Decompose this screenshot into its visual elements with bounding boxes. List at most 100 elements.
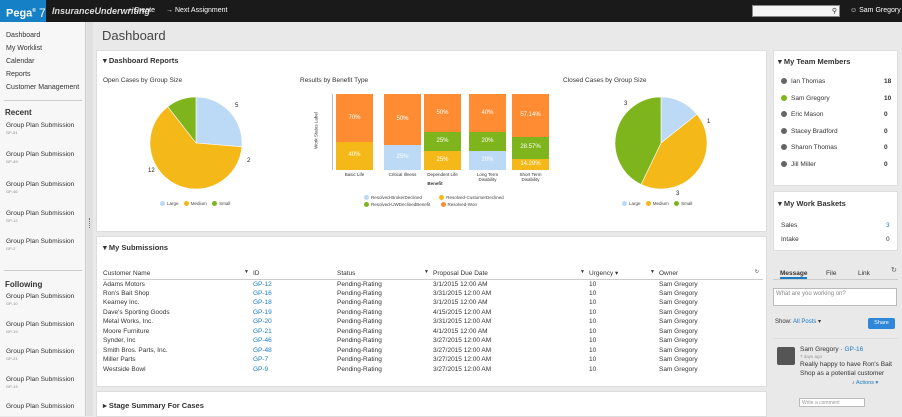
work-baskets-title[interactable]: ▾ My Work Baskets: [778, 199, 846, 208]
show-filter[interactable]: Show: All Posts ▾: [775, 319, 822, 325]
tab-file[interactable]: File: [826, 270, 837, 277]
pie-slice-large[interactable]: [195, 96, 243, 148]
chevron-down-icon[interactable]: ▾: [778, 199, 782, 208]
table-row[interactable]: Moore Furniture GP-21 Pending-Rating 4/1/20…: [103, 327, 763, 337]
case-id-link[interactable]: GP-12: [253, 280, 272, 288]
next-assignment-button[interactable]: → Next Assignment: [166, 7, 228, 14]
tab-link[interactable]: Link: [858, 270, 870, 277]
stage-summary-title[interactable]: ▸ Stage Summary For Cases: [103, 401, 204, 410]
table-row[interactable]: Synder, Inc GP-46 Pending-Rating 3/27/2015 …: [103, 336, 763, 346]
chevron-down-icon[interactable]: ▾: [818, 319, 822, 325]
pie-slice-medium[interactable]: [149, 106, 243, 190]
bar-segment[interactable]: 50%: [384, 94, 421, 145]
table-row[interactable]: Smith Bros. Parts, Inc. GP-48 Pending-Rati…: [103, 346, 763, 356]
case-id-link[interactable]: GP-16: [253, 289, 272, 297]
column-header-owner[interactable]: Owner ↻: [659, 268, 763, 280]
search-input[interactable]: ⚲: [752, 5, 840, 17]
open-cases-pie[interactable]: [140, 90, 270, 200]
nav-dashboard[interactable]: Dashboard: [6, 32, 41, 39]
table-row[interactable]: Kearney Inc. GP-18 Pending-Rating 3/1/2015 …: [103, 298, 763, 308]
tab-message[interactable]: Message: [780, 270, 808, 279]
sort-icon[interactable]: ▾: [615, 270, 619, 278]
case-id-link[interactable]: GP-18: [253, 299, 272, 307]
following-item[interactable]: Group Plan Submission GP-13: [6, 376, 75, 389]
work-basket-sales[interactable]: Sales: [781, 222, 798, 229]
closed-cases-pie[interactable]: [612, 88, 712, 198]
post-author[interactable]: Sam Gregory: [800, 346, 839, 353]
table-row[interactable]: Ron's Bait Shop GP-16 Pending-Rating 3/31/2…: [103, 289, 763, 299]
search-icon[interactable]: ⚲: [831, 8, 837, 15]
basket-count[interactable]: 3: [886, 222, 890, 229]
bar-segment[interactable]: 50%: [424, 94, 461, 132]
bar-segment[interactable]: 14.29%: [512, 159, 549, 170]
case-id-link[interactable]: GP-48: [253, 346, 272, 354]
column-header-proposal-due-date[interactable]: Proposal Due Date ▼: [433, 268, 589, 280]
case-id-link[interactable]: GP-46: [253, 337, 272, 345]
dashboard-reports-title[interactable]: ▾ Dashboard Reports: [103, 56, 179, 65]
nav-customer-management[interactable]: Customer Management: [6, 84, 80, 91]
nav-reports[interactable]: Reports: [6, 71, 31, 78]
recent-item[interactable]: Group Plan Submission GP-51: [6, 122, 75, 135]
refresh-icon[interactable]: ↻: [891, 267, 897, 274]
recent-item[interactable]: Group Plan Submission GP-49: [6, 151, 75, 164]
case-id-link[interactable]: GP-19: [253, 308, 272, 316]
pie-slice-small[interactable]: [614, 96, 662, 185]
bar-segment[interactable]: 25%: [384, 144, 421, 170]
comment-input[interactable]: Write a comment: [799, 398, 865, 407]
user-menu[interactable]: ☺ Sam Gregory: [850, 7, 901, 14]
nav-my-worklist[interactable]: My Worklist: [6, 45, 43, 52]
bar-segment[interactable]: 40%: [336, 142, 373, 170]
column-header-status[interactable]: Status ▼: [337, 268, 433, 280]
case-id-link[interactable]: GP-9: [253, 365, 269, 373]
chevron-down-icon[interactable]: ▾: [103, 56, 107, 65]
following-item[interactable]: Group Plan Submission: [6, 403, 75, 410]
case-id-link[interactable]: GP-7: [253, 356, 269, 364]
table-row[interactable]: Adams Motors GP-12 Pending-Rating 3/1/2015 …: [103, 279, 763, 289]
work-basket-intake[interactable]: Intake: [781, 236, 799, 243]
refresh-icon[interactable]: ↻: [754, 269, 759, 275]
filter-icon[interactable]: ▼: [650, 269, 655, 275]
filter-icon[interactable]: ▼: [244, 269, 249, 275]
bar-segment[interactable]: 70%: [336, 94, 373, 143]
team-members-title[interactable]: ▾ My Team Members: [778, 57, 851, 66]
bar-segment[interactable]: 28.57%: [512, 137, 549, 160]
chevron-down-icon[interactable]: ▾: [778, 57, 782, 66]
following-item[interactable]: Group Plan Submission GP-21: [6, 348, 75, 361]
team-member[interactable]: Ian Thomas: [781, 78, 825, 85]
recent-item[interactable]: Group Plan Submission GP-46: [6, 181, 75, 194]
recent-item[interactable]: Group Plan Submission GP-2: [6, 238, 75, 251]
chevron-right-icon[interactable]: ▸: [103, 401, 107, 410]
filter-icon[interactable]: ▼: [424, 269, 429, 275]
create-menu[interactable]: + Create: [128, 7, 156, 14]
table-row[interactable]: Dave's Sporting Goods GP-19 Pending-Rating…: [103, 308, 763, 318]
table-row[interactable]: Westside Bowl GP-9 Pending-Rating 3/27/2015…: [103, 365, 763, 375]
team-member[interactable]: Eric Mason: [781, 111, 824, 118]
bar-segment[interactable]: 25%: [424, 132, 461, 151]
filter-icon[interactable]: ▼: [580, 269, 585, 275]
bar-segment[interactable]: 25%: [424, 151, 461, 170]
pega-logo[interactable]: Pega® 7: [0, 0, 46, 22]
following-item[interactable]: Group Plan Submission GP-19: [6, 321, 75, 334]
column-header-id[interactable]: ID: [253, 268, 337, 280]
table-row[interactable]: Miller Parts GP-7 Pending-Rating 3/27/2015 …: [103, 355, 763, 365]
pulse-message-input[interactable]: What are you working on?: [773, 288, 897, 306]
actions-menu[interactable]: ♪ Actions ▾: [852, 380, 879, 386]
team-member[interactable]: Jill Miller: [781, 161, 816, 168]
bar-segment[interactable]: 20%: [469, 151, 506, 170]
post-case-link[interactable]: GP-16: [844, 346, 864, 353]
case-id-link[interactable]: GP-21: [253, 327, 272, 335]
following-item[interactable]: Group Plan Submission GP-10: [6, 293, 75, 306]
team-member[interactable]: Stacey Bradford: [781, 128, 838, 135]
column-header-customer-name[interactable]: Customer Name ▼: [103, 268, 253, 280]
case-id-link[interactable]: GP-20: [253, 318, 272, 326]
nav-calendar[interactable]: Calendar: [6, 58, 35, 65]
team-member[interactable]: Sam Gregory: [781, 95, 830, 102]
share-button[interactable]: Share: [868, 318, 895, 329]
pie-slice-medium[interactable]: [640, 113, 708, 190]
table-row[interactable]: Metal Works, Inc. GP-20 Pending-Rating 3/31…: [103, 317, 763, 327]
sidebar-resize-handle[interactable]: [87, 22, 93, 416]
column-header-urgency[interactable]: Urgency ▾ ▼: [589, 268, 659, 280]
team-member[interactable]: Sharon Thomas: [781, 144, 837, 151]
bar-segment[interactable]: 57.14%: [512, 94, 549, 138]
pie-slice-small[interactable]: [167, 96, 197, 144]
